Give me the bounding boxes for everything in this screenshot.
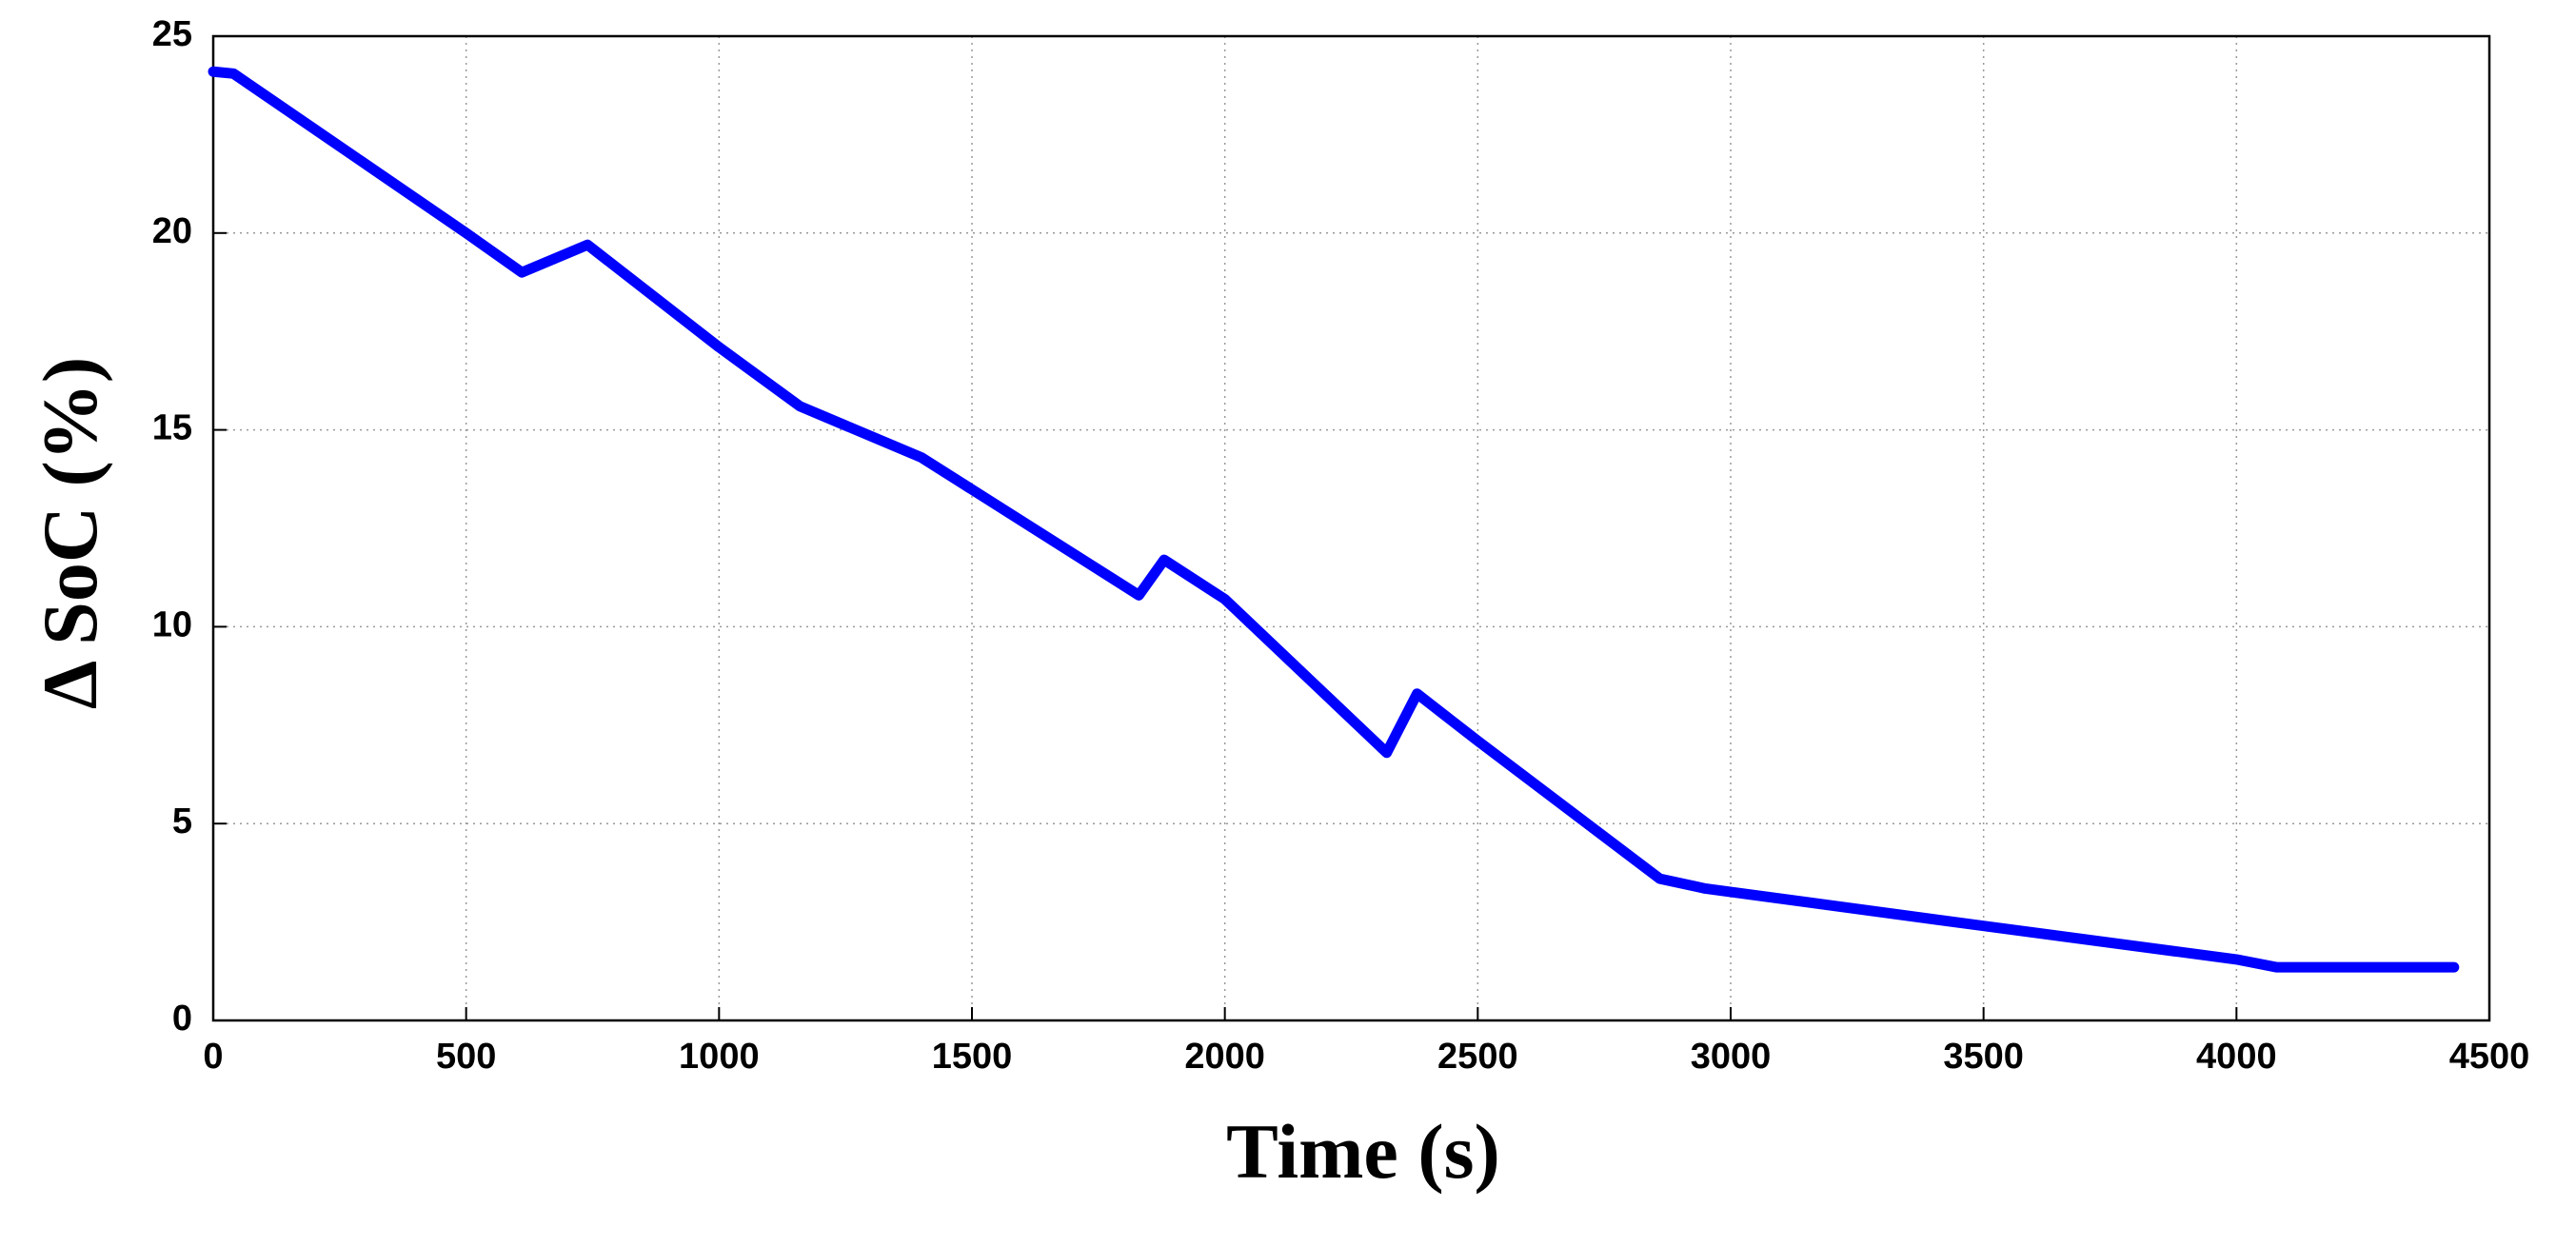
y-axis-label: Δ SoC (%) <box>27 357 113 709</box>
x-tick-label: 2000 <box>1184 1037 1265 1077</box>
x-tick-label: 4500 <box>2449 1037 2530 1077</box>
x-tick-label: 4000 <box>2196 1037 2277 1077</box>
x-tick-label: 1000 <box>679 1037 760 1077</box>
y-tick-label: 0 <box>172 999 192 1039</box>
y-tick-label: 25 <box>152 14 192 54</box>
x-tick-label: 3500 <box>1943 1037 2024 1077</box>
x-tick-label: 500 <box>436 1037 496 1077</box>
x-axis-label: Time (s) <box>1226 1108 1500 1195</box>
plot-frame <box>211 34 2491 1022</box>
y-tick-label: 15 <box>152 408 192 448</box>
x-tick-label: 3000 <box>1691 1037 1772 1077</box>
y-tick-label: 10 <box>152 604 192 644</box>
y-tick-label: 5 <box>172 802 192 841</box>
y-tick-label: 20 <box>152 211 192 251</box>
data-line <box>208 66 2460 973</box>
x-tick-label: 1500 <box>932 1037 1013 1077</box>
x-tick-label: 0 <box>203 1037 223 1077</box>
x-tick-label: 2500 <box>1437 1037 1518 1077</box>
